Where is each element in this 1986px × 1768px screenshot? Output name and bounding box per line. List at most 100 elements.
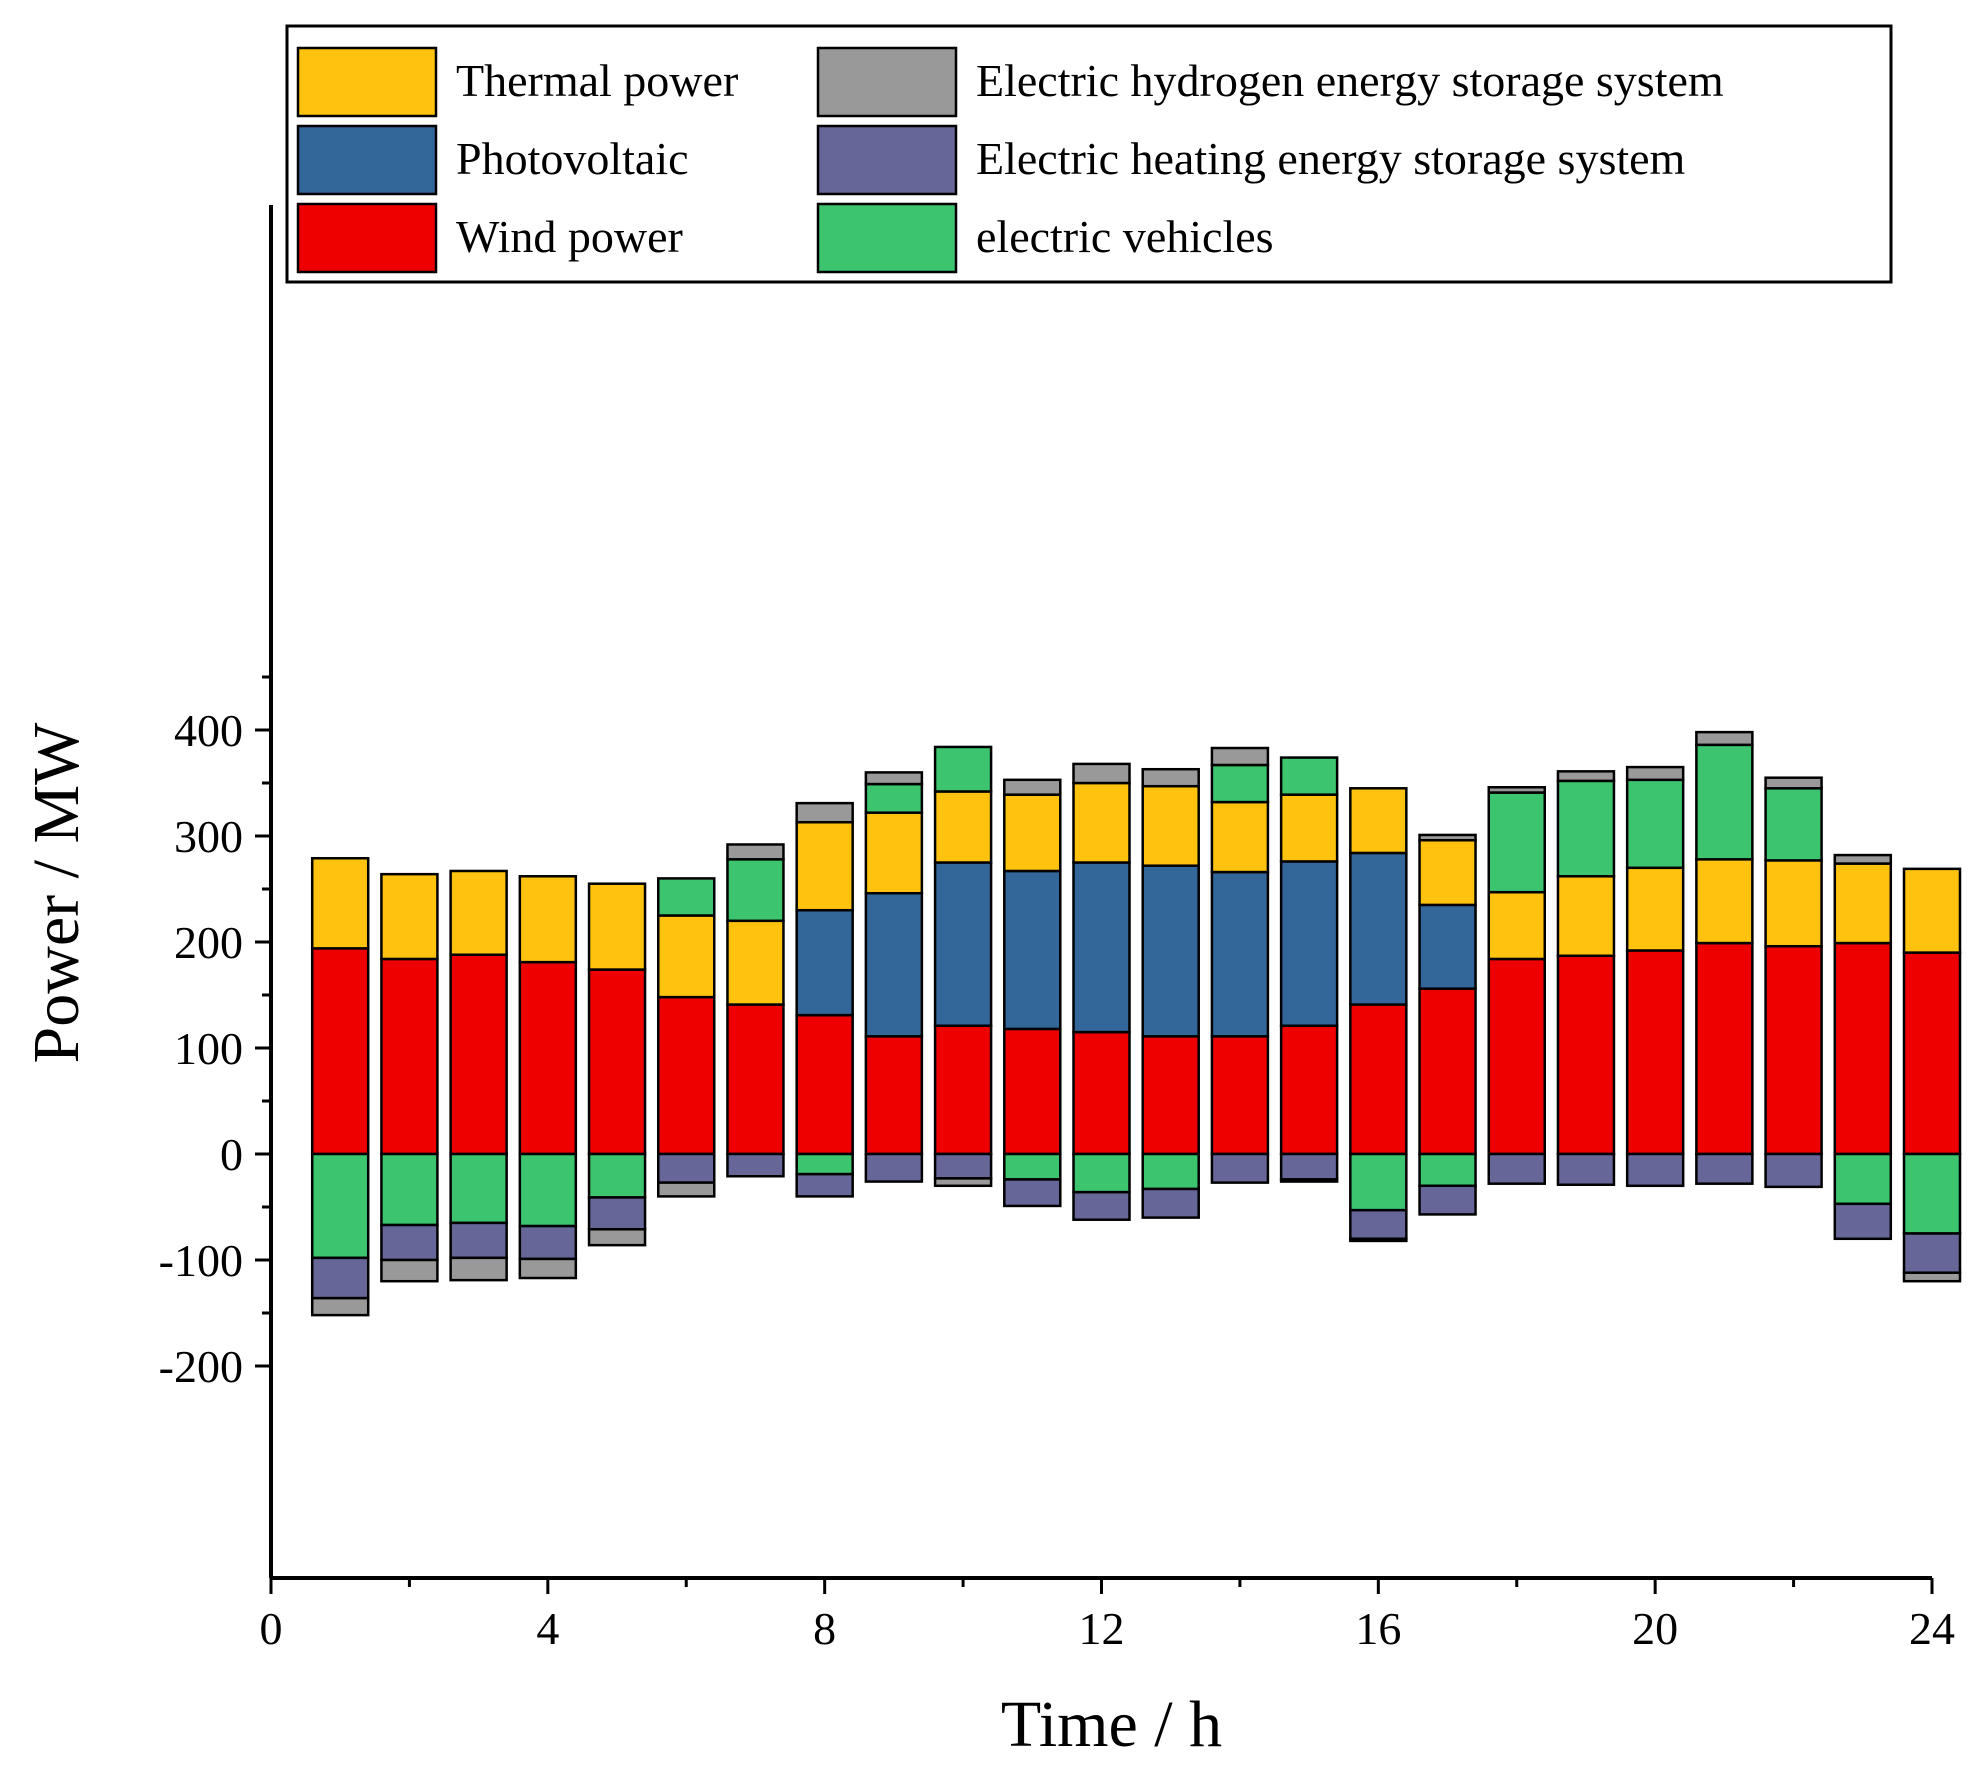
bar-h12-pos-series-0 [1072, 1030, 1131, 1156]
bar-h23-pos-series-0 [1833, 941, 1893, 1156]
legend-swatch [296, 46, 438, 118]
bar-h11-pos-series-0 [1003, 1027, 1062, 1156]
bar-h2-pos-series-0 [380, 957, 439, 1156]
bar-h5-pos-series-0 [587, 968, 647, 1156]
bar-h11-pos-series-1 [1003, 869, 1062, 1031]
bar-h4-pos-series-0 [518, 960, 578, 1156]
bar-h17-pos-series-0 [1418, 987, 1477, 1156]
bar-h16-pos-series-1 [1349, 851, 1408, 1006]
bar-h16-neg-series-0 [1349, 1152, 1408, 1212]
legend-swatch [816, 124, 958, 196]
bar-h2-pos-series-2 [380, 872, 439, 961]
bar-h20-pos-series-0 [1625, 949, 1685, 1156]
y-tick-label: 300 [174, 811, 243, 862]
bar-h19-pos-series-4 [1556, 770, 1616, 783]
legend-label: Photovoltaic [456, 133, 689, 184]
bar-h11-pos-series-2 [1003, 793, 1062, 873]
legend-label: Thermal power [456, 55, 738, 106]
bar-h5-neg-series-2 [587, 1228, 647, 1247]
bar-h12-pos-series-4 [1072, 762, 1131, 785]
legend-label: Electric heating energy storage system [976, 133, 1686, 184]
bar-h13-pos-series-4 [1141, 767, 1200, 788]
x-tick-label: 24 [1909, 1603, 1955, 1654]
bar-h7-neg-series-1 [726, 1152, 785, 1178]
bar-h13-neg-series-1 [1141, 1187, 1200, 1219]
bar-h15-pos-series-3 [1279, 756, 1339, 796]
bar-h3-neg-series-2 [449, 1256, 508, 1282]
bar-h20-pos-series-4 [1625, 765, 1685, 782]
bar-h18-pos-series-0 [1487, 957, 1546, 1156]
bar-h13-pos-series-0 [1141, 1035, 1200, 1156]
legend-box [285, 24, 1893, 284]
bar-h11-neg-series-0 [1003, 1152, 1062, 1181]
bar-h18-pos-series-4 [1487, 785, 1546, 794]
bar-h7-pos-series-0 [726, 1003, 785, 1156]
x-tick-label: 12 [1079, 1603, 1125, 1654]
bar-h13-pos-series-2 [1141, 784, 1200, 867]
bar-h10-neg-series-2 [933, 1177, 993, 1188]
bar-h1-neg-series-2 [310, 1296, 370, 1317]
bar-h12-neg-series-1 [1072, 1190, 1131, 1221]
bar-h9-pos-series-4 [864, 771, 924, 786]
bar-h17-pos-series-2 [1418, 838, 1477, 907]
x-tick-label: 16 [1355, 1603, 1401, 1654]
legend-swatch [296, 124, 438, 196]
bar-h7-pos-series-4 [726, 843, 785, 861]
x-tick-label: 4 [536, 1603, 559, 1654]
legend-swatch [816, 202, 958, 274]
bar-h24-pos-series-2 [1902, 867, 1962, 954]
bar-h23-neg-series-0 [1833, 1152, 1893, 1206]
bar-h6-neg-series-1 [657, 1152, 716, 1184]
legend-label: Electric hydrogen energy storage system [976, 55, 1724, 106]
bar-h23-pos-series-4 [1833, 853, 1893, 865]
bar-h8-pos-series-0 [795, 1013, 854, 1156]
bar-h15-neg-series-2 [1279, 1178, 1339, 1183]
bar-h16-neg-series-2 [1349, 1237, 1408, 1243]
bar-h5-pos-series-2 [587, 882, 647, 971]
x-tick-label: 20 [1632, 1603, 1678, 1654]
bar-h22-pos-series-3 [1764, 787, 1823, 862]
bar-h21-pos-series-2 [1695, 858, 1754, 945]
bar-h12-pos-series-1 [1072, 861, 1131, 1034]
bar-h9-neg-series-1 [864, 1152, 924, 1183]
bar-h3-neg-series-1 [449, 1221, 508, 1260]
bar-h15-pos-series-1 [1279, 860, 1339, 1027]
bar-h10-pos-series-0 [933, 1024, 993, 1156]
bar-h5-neg-series-0 [587, 1152, 647, 1199]
bar-h9-pos-series-3 [864, 782, 924, 814]
bar-h8-pos-series-2 [795, 820, 854, 912]
bar-h14-neg-series-1 [1210, 1152, 1270, 1184]
bar-h3-pos-series-0 [449, 953, 508, 1156]
bar-h23-neg-series-1 [1833, 1202, 1893, 1241]
bar-h9-pos-series-0 [864, 1035, 924, 1156]
bar-h1-neg-series-1 [310, 1256, 370, 1300]
bar-h19-pos-series-0 [1556, 954, 1616, 1156]
bar-h6-neg-series-2 [657, 1181, 716, 1198]
bar-h4-neg-series-0 [518, 1152, 578, 1228]
bar-h6-pos-series-2 [657, 914, 716, 999]
bar-h21-neg-series-1 [1695, 1152, 1754, 1185]
axes-layer: -200 -100 0 100 200 300 400 0 4 8 12 16 20 24 [159, 205, 1955, 1654]
bar-h16-pos-series-2 [1349, 787, 1408, 855]
bar-h14-pos-series-3 [1210, 763, 1270, 804]
bar-h22-neg-series-1 [1764, 1152, 1823, 1189]
bar-h18-pos-series-2 [1487, 890, 1546, 961]
bar-h19-pos-series-3 [1556, 779, 1616, 878]
y-axis-label: Power / MW [20, 722, 93, 1064]
bar-h17-pos-series-1 [1418, 903, 1477, 990]
bar-h10-pos-series-1 [933, 861, 993, 1027]
bar-h8-pos-series-4 [795, 801, 854, 824]
bar-h17-neg-series-0 [1418, 1152, 1477, 1188]
legend-label: Wind power [456, 211, 683, 262]
bar-h4-neg-series-2 [518, 1257, 578, 1280]
bar-h4-pos-series-2 [518, 875, 578, 964]
bar-h2-neg-series-2 [380, 1258, 439, 1283]
bar-h6-pos-series-0 [657, 995, 716, 1156]
bar-h11-pos-series-4 [1003, 778, 1062, 796]
bar-h11-neg-series-1 [1003, 1178, 1062, 1208]
bar-h14-pos-series-1 [1210, 870, 1270, 1038]
bar-h18-neg-series-1 [1487, 1152, 1546, 1185]
bar-h21-pos-series-4 [1695, 730, 1754, 747]
bar-h16-neg-series-1 [1349, 1208, 1408, 1241]
